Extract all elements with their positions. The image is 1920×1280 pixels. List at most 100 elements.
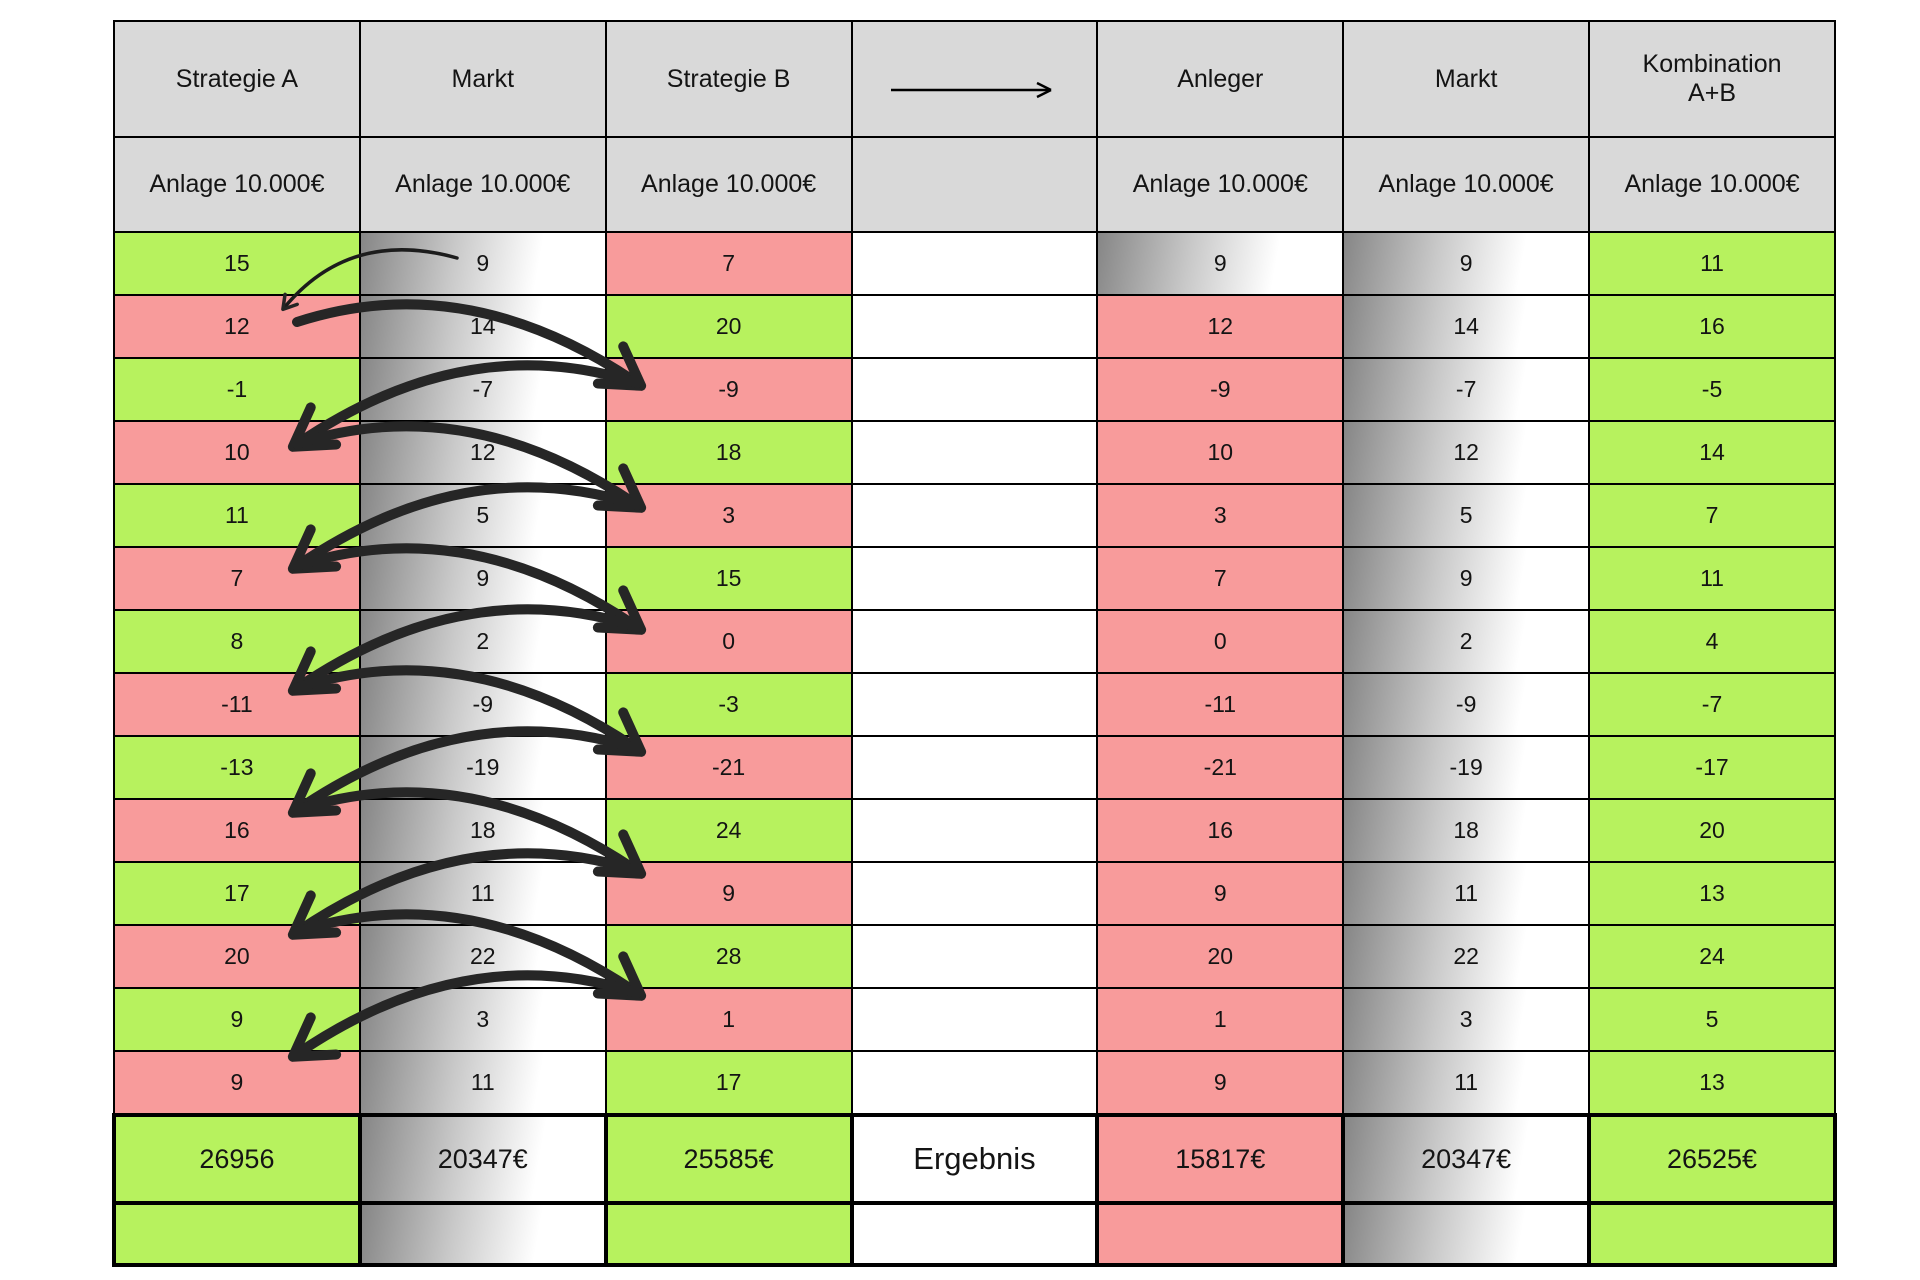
cell-anleger: 3 xyxy=(1096,483,1345,548)
result-row: 26956 20347€ 25585€ Ergebnis 15817€ 2034… xyxy=(112,1113,1837,1205)
cell-strategie-b: 18 xyxy=(604,420,853,485)
cell-anleger: 10 xyxy=(1096,420,1345,485)
cell-anleger: 1 xyxy=(1096,987,1345,1052)
footer-cell-kombination xyxy=(1587,1201,1837,1267)
cell-markt-2: 11 xyxy=(1342,1050,1591,1116)
cell-markt-1: 3 xyxy=(358,987,607,1052)
cell-markt-2: 11 xyxy=(1342,861,1591,926)
cell-strategie-b: 9 xyxy=(604,861,853,926)
cell-markt-2: -7 xyxy=(1342,357,1591,422)
cell-kombination: 14 xyxy=(1588,420,1836,485)
table-row: 11 5 3 3 5 7 xyxy=(113,483,1836,548)
cell-anleger: 16 xyxy=(1096,798,1345,863)
cell-anleger: -21 xyxy=(1096,735,1345,800)
cell-markt-2: -19 xyxy=(1342,735,1591,800)
cell-markt-2: 2 xyxy=(1342,609,1591,674)
header-row: Strategie A Markt Strategie B Anleger Ma… xyxy=(113,20,1836,138)
cell-kombination: 7 xyxy=(1588,483,1836,548)
table-row: 9 11 17 9 11 13 xyxy=(113,1050,1836,1116)
cell-markt-1: 18 xyxy=(358,798,607,863)
cell-markt-2: 9 xyxy=(1342,231,1591,296)
cell-spacer xyxy=(850,861,1099,926)
cell-markt-2: 9 xyxy=(1342,546,1591,611)
cell-spacer xyxy=(850,357,1099,422)
subheader-anleger: Anlage 10.000€ xyxy=(1096,136,1345,233)
cell-spacer xyxy=(850,987,1099,1052)
col-header-strategie-a: Strategie A xyxy=(113,20,361,138)
cell-kombination: 11 xyxy=(1588,546,1836,611)
cell-kombination: 13 xyxy=(1588,861,1836,926)
cell-markt-1: -19 xyxy=(358,735,607,800)
cell-spacer xyxy=(850,231,1099,296)
cell-kombination: -5 xyxy=(1588,357,1836,422)
table-row: 12 14 20 12 14 16 xyxy=(113,294,1836,359)
cell-strategie-a: 10 xyxy=(113,420,361,485)
table-row: -11 -9 -3 -11 -9 -7 xyxy=(113,672,1836,737)
footer-row xyxy=(112,1201,1837,1267)
result-markt-1: 20347€ xyxy=(357,1113,608,1205)
cell-markt-2: 12 xyxy=(1342,420,1591,485)
cell-spacer xyxy=(850,735,1099,800)
cell-strategie-b: 15 xyxy=(604,546,853,611)
cell-strategie-b: 24 xyxy=(604,798,853,863)
footer-cell-markt-2 xyxy=(1341,1201,1592,1267)
cell-strategie-a: -13 xyxy=(113,735,361,800)
right-arrow-icon xyxy=(891,81,1052,99)
cell-markt-2: -9 xyxy=(1342,672,1591,737)
table: Strategie A Markt Strategie B Anleger Ma… xyxy=(112,20,1837,1267)
cell-strategie-b: 3 xyxy=(604,483,853,548)
cell-markt-1: 9 xyxy=(358,546,607,611)
result-markt-2: 20347€ xyxy=(1341,1113,1592,1205)
cell-strategie-a: -11 xyxy=(113,672,361,737)
yearly-returns-rows: 15 9 7 9 9 11 12 14 20 12 14 16 -1 -7 -9 -9 -7 -5 10 12 18 10… xyxy=(113,231,1836,1116)
cell-markt-2: 22 xyxy=(1342,924,1591,989)
cell-strategie-a: 17 xyxy=(113,861,361,926)
col-header-anleger: Anleger xyxy=(1096,20,1345,138)
cell-strategie-b: 1 xyxy=(604,987,853,1052)
cell-markt-1: 2 xyxy=(358,609,607,674)
cell-kombination: 20 xyxy=(1588,798,1836,863)
cell-markt-2: 5 xyxy=(1342,483,1591,548)
cell-strategie-a: 9 xyxy=(113,1050,361,1116)
cell-strategie-b: 0 xyxy=(604,609,853,674)
cell-spacer xyxy=(850,798,1099,863)
cell-markt-1: -9 xyxy=(358,672,607,737)
table-row: -1 -7 -9 -9 -7 -5 xyxy=(113,357,1836,422)
subheader-markt-2: Anlage 10.000€ xyxy=(1342,136,1591,233)
cell-kombination: 16 xyxy=(1588,294,1836,359)
cell-anleger: 20 xyxy=(1096,924,1345,989)
cell-strategie-a: 9 xyxy=(113,987,361,1052)
table-row: 15 9 7 9 9 11 xyxy=(113,231,1836,296)
cell-kombination: 11 xyxy=(1588,231,1836,296)
col-header-strategie-b: Strategie B xyxy=(604,20,853,138)
cell-markt-1: 11 xyxy=(358,861,607,926)
cell-spacer xyxy=(850,546,1099,611)
cell-anleger: 9 xyxy=(1096,861,1345,926)
result-strategie-b: 25585€ xyxy=(603,1113,854,1205)
footer-cell-strategie-a xyxy=(112,1201,362,1267)
cell-markt-1: 14 xyxy=(358,294,607,359)
subheader-markt-1: Anlage 10.000€ xyxy=(358,136,607,233)
cell-strategie-a: 20 xyxy=(113,924,361,989)
cell-strategie-a: 16 xyxy=(113,798,361,863)
cell-strategie-a: 7 xyxy=(113,546,361,611)
table-row: 10 12 18 10 12 14 xyxy=(113,420,1836,485)
cell-kombination: -7 xyxy=(1588,672,1836,737)
cell-spacer xyxy=(850,609,1099,674)
cell-anleger: 0 xyxy=(1096,609,1345,674)
cell-strategie-b: -3 xyxy=(604,672,853,737)
cell-anleger: 12 xyxy=(1096,294,1345,359)
cell-spacer xyxy=(850,420,1099,485)
cell-strategie-b: -21 xyxy=(604,735,853,800)
cell-anleger: -11 xyxy=(1096,672,1345,737)
cell-markt-2: 14 xyxy=(1342,294,1591,359)
subheader-row: Anlage 10.000€ Anlage 10.000€ Anlage 10.… xyxy=(113,136,1836,233)
footer-cell-anleger xyxy=(1095,1201,1346,1267)
subheader-kombination: Anlage 10.000€ xyxy=(1588,136,1836,233)
cell-markt-1: 5 xyxy=(358,483,607,548)
table-row: 16 18 24 16 18 20 xyxy=(113,798,1836,863)
cell-anleger: 9 xyxy=(1096,231,1345,296)
result-anleger: 15817€ xyxy=(1095,1113,1346,1205)
